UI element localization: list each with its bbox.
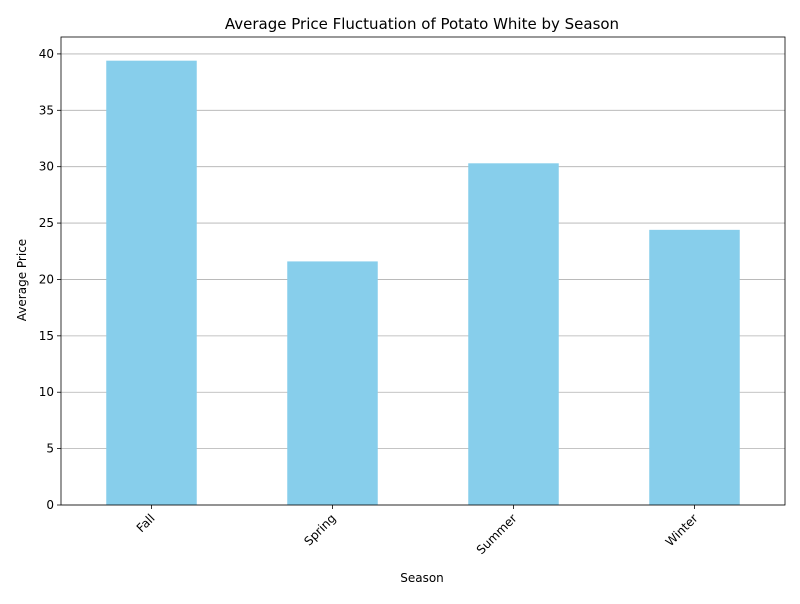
- x-tick-label: Fall: [134, 511, 158, 535]
- y-tick-label: 40: [39, 47, 54, 61]
- bars: [106, 60, 740, 506]
- y-tick-label: 0: [46, 498, 54, 512]
- y-axis-label: Average Price: [15, 239, 29, 321]
- y-tick-label: 5: [46, 442, 54, 456]
- y-tick-label: 30: [39, 160, 54, 174]
- y-tick-label: 15: [39, 329, 54, 343]
- y-tick-label: 10: [39, 385, 54, 399]
- bar-fall: [106, 60, 197, 506]
- chart-title: Average Price Fluctuation of Potato Whit…: [225, 15, 619, 33]
- x-axis-label: Season: [400, 571, 444, 585]
- x-tick-label: Winter: [663, 511, 701, 549]
- x-tick-label: Spring: [301, 511, 338, 548]
- y-tick-label: 35: [39, 103, 54, 117]
- y-tick-label: 20: [39, 272, 54, 286]
- y-tick-label: 25: [39, 216, 54, 230]
- bar-winter: [649, 229, 740, 505]
- axes: [60, 36, 786, 506]
- x-ticks: Fall Spring Summer Winter: [134, 505, 701, 557]
- x-tick-label: Summer: [474, 511, 520, 557]
- bar-summer: [468, 163, 559, 505]
- plot-frame: [60, 36, 786, 506]
- y-ticks: 0 5 10 15 20 25 30 35 40: [39, 47, 61, 512]
- bar-spring: [287, 261, 378, 505]
